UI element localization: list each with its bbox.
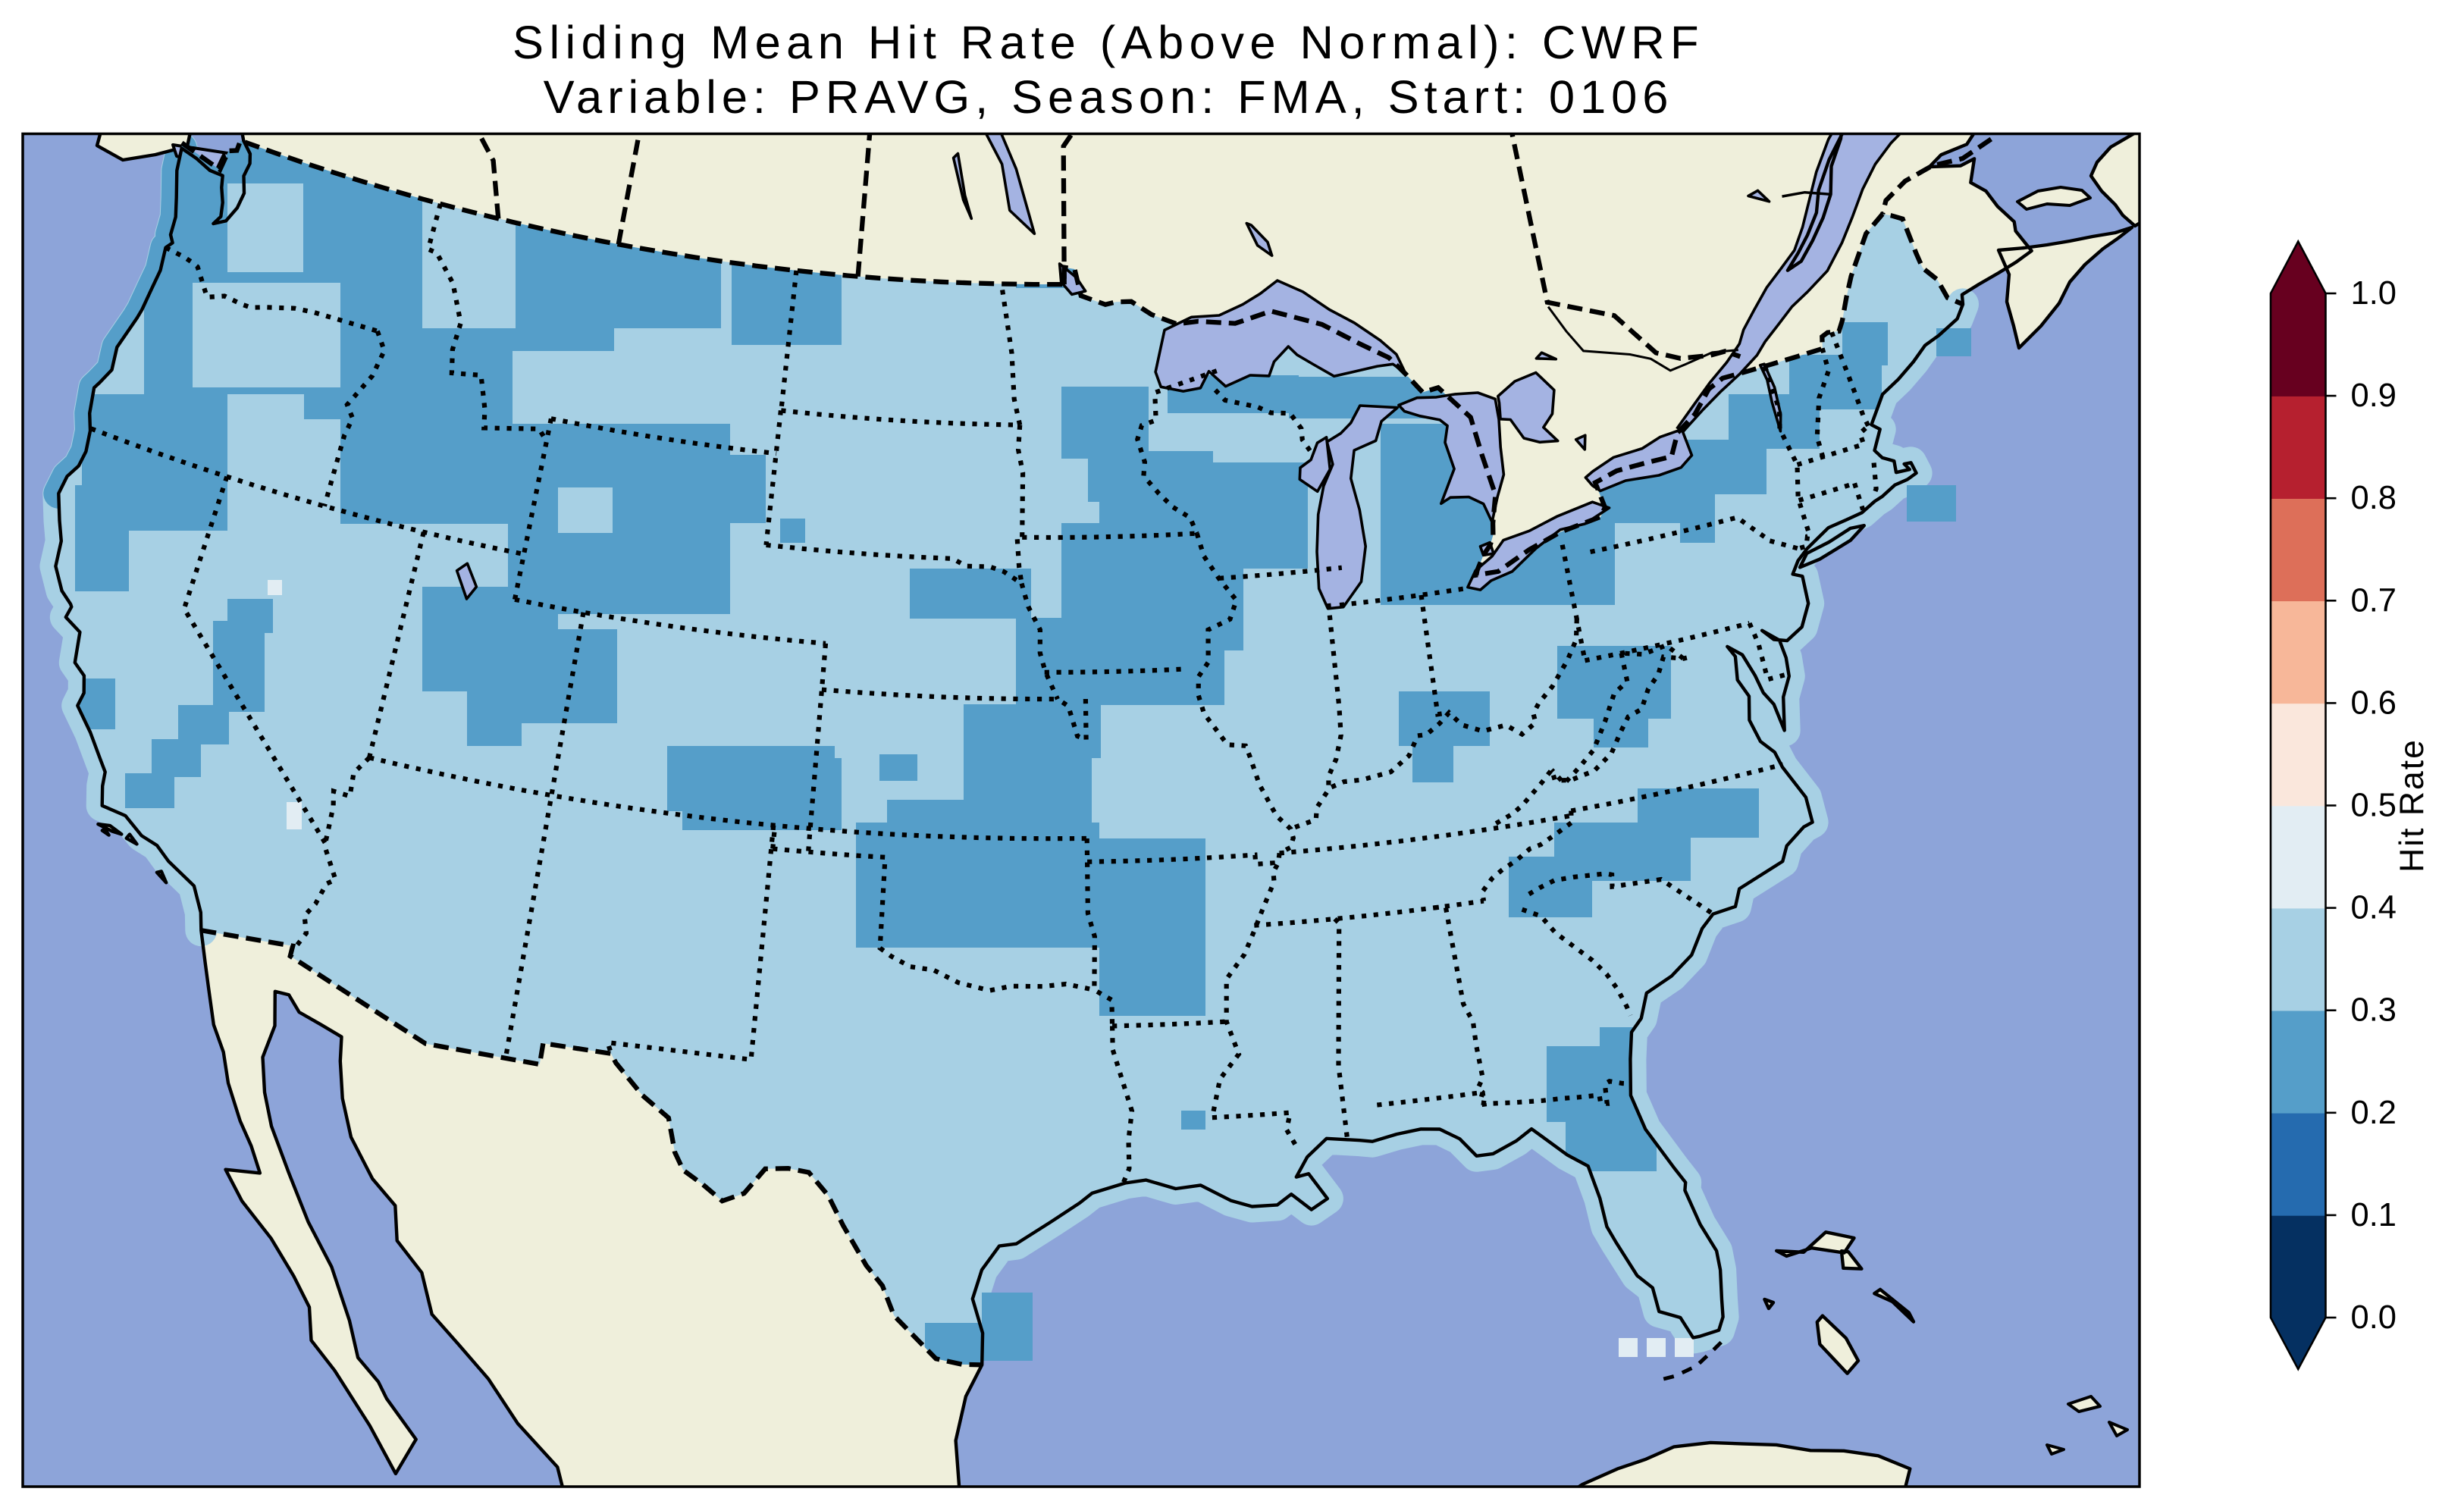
svg-text:0.2: 0.2 [2351,1095,2397,1131]
svg-text:Sliding Mean Hit Rate (Above N: Sliding Mean Hit Rate (Above Normal): CW… [513,17,1704,69]
svg-text:0.0: 0.0 [2351,1299,2397,1336]
svg-text:0.9: 0.9 [2351,378,2397,414]
svg-text:0.4: 0.4 [2351,890,2397,926]
svg-text:0.6: 0.6 [2351,685,2397,721]
svg-text:0.1: 0.1 [2351,1197,2397,1233]
svg-text:0.7: 0.7 [2351,582,2397,619]
svg-text:Hit Rate: Hit Rate [2393,738,2431,873]
svg-text:0.3: 0.3 [2351,992,2397,1029]
svg-text:0.8: 0.8 [2351,480,2397,516]
svg-text:0.5: 0.5 [2351,788,2397,824]
svg-text:1.0: 1.0 [2351,275,2397,312]
svg-text:Variable: PRAVG, Season: FMA,: Variable: PRAVG, Season: FMA, Start: 010… [544,71,1674,124]
